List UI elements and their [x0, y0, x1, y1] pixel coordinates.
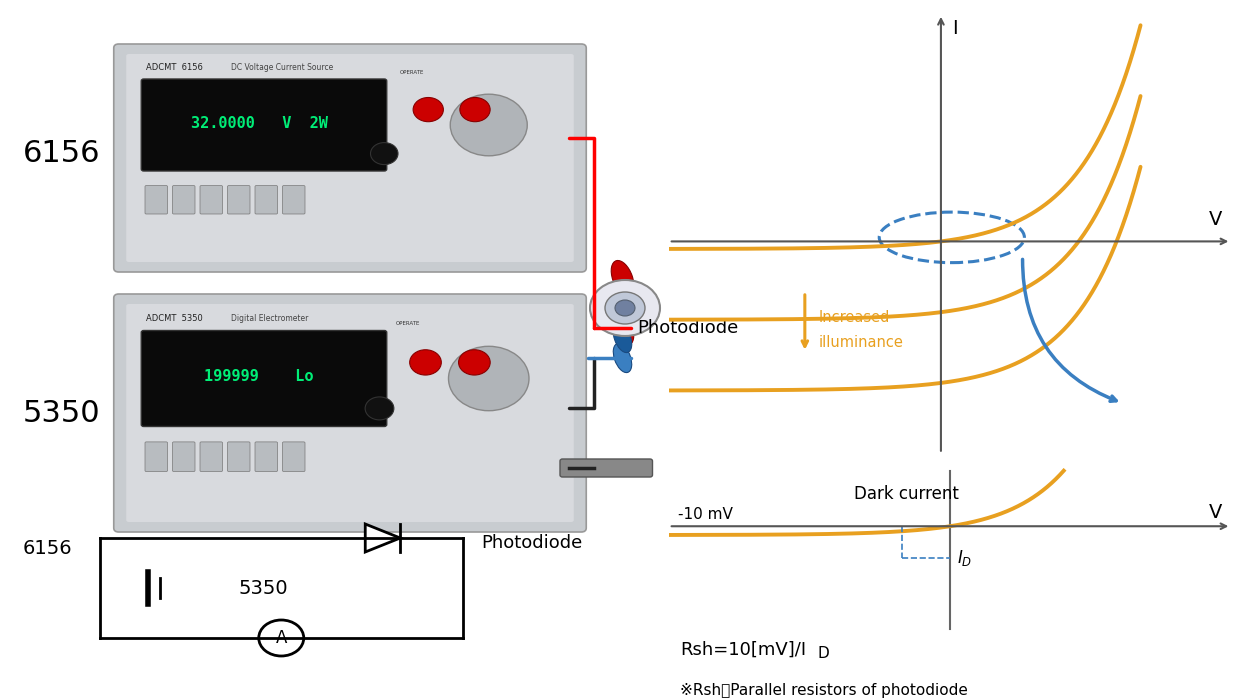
Text: Rsh=10[mV]/I: Rsh=10[mV]/I: [680, 641, 806, 659]
Circle shape: [370, 142, 398, 165]
FancyBboxPatch shape: [145, 186, 168, 214]
FancyBboxPatch shape: [282, 186, 305, 214]
FancyBboxPatch shape: [126, 54, 574, 262]
Text: illuminance: illuminance: [819, 335, 904, 350]
Text: 6156: 6156: [22, 538, 72, 558]
Text: 32.0000   V  2W: 32.0000 V 2W: [191, 116, 328, 131]
Polygon shape: [365, 524, 400, 552]
FancyBboxPatch shape: [228, 442, 250, 472]
Circle shape: [259, 620, 304, 656]
Text: ADCMT  6156: ADCMT 6156: [146, 64, 202, 73]
Text: ADCMT  5350: ADCMT 5350: [146, 314, 202, 323]
Ellipse shape: [611, 260, 634, 295]
Text: V: V: [1209, 503, 1222, 521]
FancyBboxPatch shape: [200, 186, 222, 214]
Circle shape: [450, 94, 528, 156]
FancyBboxPatch shape: [560, 459, 652, 477]
Ellipse shape: [614, 343, 631, 373]
Text: I: I: [951, 19, 958, 38]
Text: 5350: 5350: [239, 579, 288, 597]
Circle shape: [459, 350, 490, 375]
FancyBboxPatch shape: [114, 44, 586, 272]
Ellipse shape: [614, 323, 631, 352]
Text: Dark current: Dark current: [854, 485, 959, 503]
Circle shape: [449, 346, 529, 410]
FancyBboxPatch shape: [141, 330, 386, 426]
FancyBboxPatch shape: [141, 79, 386, 171]
FancyBboxPatch shape: [282, 442, 305, 472]
FancyBboxPatch shape: [173, 442, 195, 472]
Circle shape: [410, 350, 441, 375]
Circle shape: [615, 300, 635, 316]
FancyBboxPatch shape: [200, 442, 222, 472]
Circle shape: [605, 292, 645, 324]
FancyBboxPatch shape: [173, 186, 195, 214]
Text: 5350: 5350: [22, 399, 100, 427]
Text: 6156: 6156: [22, 138, 100, 168]
FancyBboxPatch shape: [255, 186, 278, 214]
Circle shape: [365, 397, 394, 420]
FancyBboxPatch shape: [114, 294, 586, 532]
Text: A: A: [275, 629, 288, 647]
Ellipse shape: [611, 311, 634, 346]
Text: DC Voltage Current Source: DC Voltage Current Source: [231, 64, 334, 73]
Text: -10 mV: -10 mV: [678, 507, 732, 522]
FancyBboxPatch shape: [145, 442, 168, 472]
Text: 199999    Lo: 199999 Lo: [205, 369, 314, 384]
Text: Increased: Increased: [819, 310, 890, 325]
Circle shape: [460, 98, 490, 121]
Text: Photodiode: Photodiode: [638, 319, 739, 337]
Circle shape: [590, 280, 660, 336]
Text: Photodiode: Photodiode: [481, 534, 582, 552]
Text: V: V: [1209, 210, 1222, 229]
Text: D: D: [818, 646, 830, 661]
FancyBboxPatch shape: [255, 442, 278, 472]
FancyBboxPatch shape: [126, 304, 574, 522]
Text: Digital Electrometer: Digital Electrometer: [231, 314, 309, 323]
FancyBboxPatch shape: [228, 186, 250, 214]
Text: ※Rsh：Parallel resistors of photodiode: ※Rsh：Parallel resistors of photodiode: [680, 683, 968, 697]
Text: OPERATE: OPERATE: [396, 321, 420, 326]
Text: OPERATE: OPERATE: [400, 70, 424, 75]
Text: $I_D$: $I_D$: [958, 549, 972, 568]
Circle shape: [412, 98, 444, 121]
